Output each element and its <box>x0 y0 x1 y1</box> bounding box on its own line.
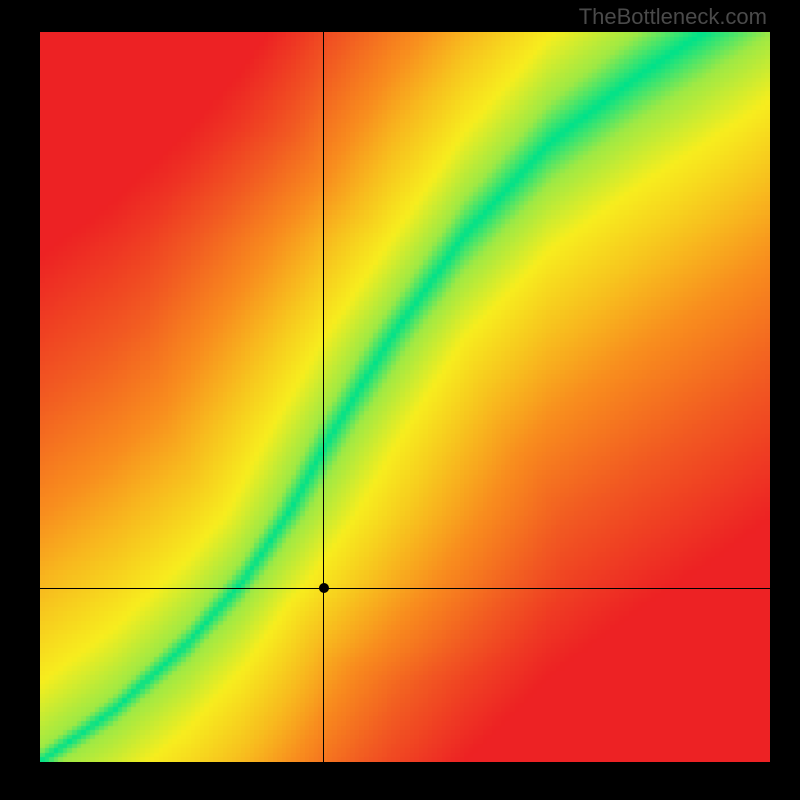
crosshair-vertical <box>323 32 324 762</box>
crosshair-marker <box>319 583 329 593</box>
chart-root: TheBottleneck.com <box>0 0 800 800</box>
bottleneck-heatmap <box>40 32 770 762</box>
watermark-text: TheBottleneck.com <box>579 4 767 30</box>
crosshair-horizontal <box>40 588 770 589</box>
